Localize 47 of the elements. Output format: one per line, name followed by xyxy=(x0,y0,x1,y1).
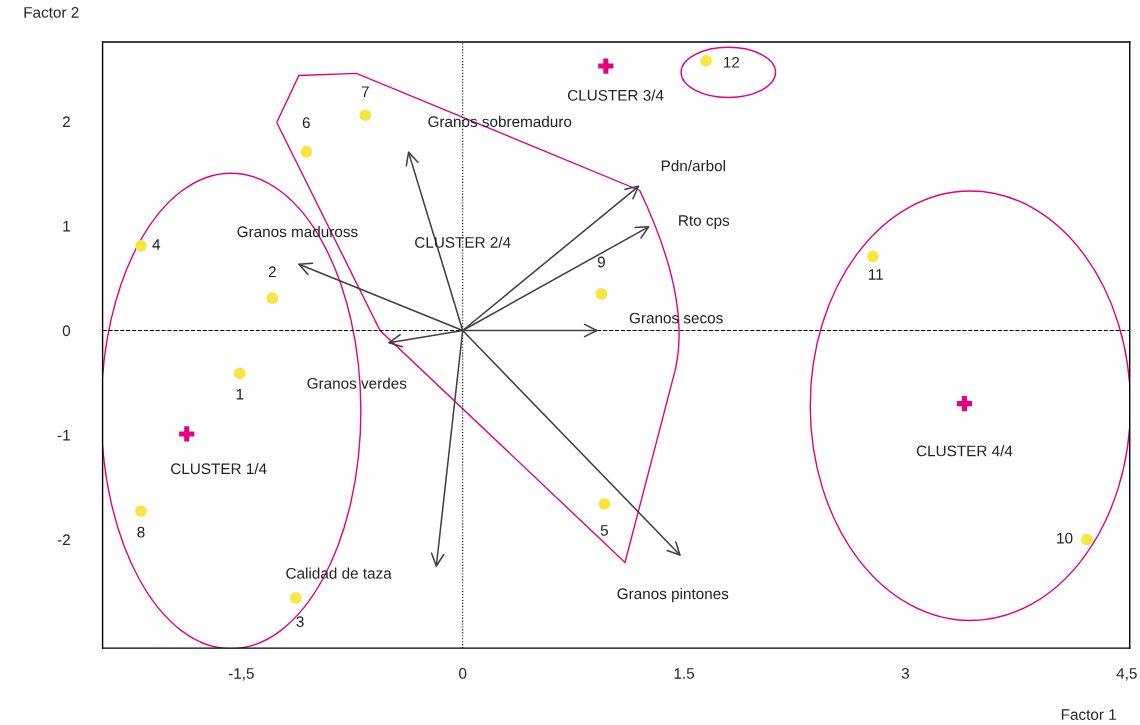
annotation: Pdn/arbol xyxy=(661,160,725,172)
annotation: CLUSTER 1/4 xyxy=(171,462,267,475)
annotation: 2 xyxy=(268,266,276,278)
annotation: 6 xyxy=(302,117,310,129)
y-tick-label: -2 xyxy=(57,534,70,546)
x-tick-label: 1.5 xyxy=(674,668,695,679)
annotation: 8 xyxy=(137,526,145,538)
point xyxy=(867,250,879,263)
y-tick-label: 1 xyxy=(63,221,70,232)
point xyxy=(1081,533,1093,546)
y-tick-label: 2 xyxy=(62,116,70,128)
point xyxy=(595,288,608,300)
point xyxy=(290,592,302,604)
y-axis-title: Factor 2 xyxy=(24,7,79,18)
point xyxy=(135,240,147,252)
point xyxy=(135,505,147,518)
point xyxy=(956,396,973,412)
annotation: 3 xyxy=(296,616,304,628)
x-tick-label: -1,5 xyxy=(228,668,254,681)
annotation: Granos pintones xyxy=(617,587,729,603)
x-tick-label: 3 xyxy=(901,668,909,679)
annotation: CLUSTER 3/4 xyxy=(567,89,664,101)
annotation: 9 xyxy=(597,256,605,268)
y-tick-label: -1 xyxy=(57,430,70,441)
annotation: Rto cps xyxy=(679,215,730,229)
annotation: 7 xyxy=(361,86,369,97)
annotation: 10 xyxy=(1057,532,1073,544)
point xyxy=(300,145,313,158)
annotation: 11 xyxy=(868,269,883,280)
annotation: 12 xyxy=(724,56,740,68)
annotation: Granos verdes xyxy=(307,377,407,389)
point xyxy=(598,498,611,510)
y-tick-label: 0 xyxy=(62,325,71,337)
x-tick-label: 4,5 xyxy=(1116,668,1137,681)
point xyxy=(700,55,712,67)
point xyxy=(234,367,246,380)
annotation: CLUSTER 4/4 xyxy=(916,445,1013,457)
x-axis-title: Factor 1 xyxy=(1061,709,1116,720)
annotation: Granos sobremaduro xyxy=(428,115,572,128)
point xyxy=(598,58,614,74)
point xyxy=(179,426,195,442)
annotation: 1 xyxy=(236,388,244,400)
x-tick-label: 0 xyxy=(459,668,467,679)
point xyxy=(266,292,279,304)
point xyxy=(359,109,372,122)
annotation: 4 xyxy=(152,239,161,250)
annotation: 5 xyxy=(600,525,608,536)
